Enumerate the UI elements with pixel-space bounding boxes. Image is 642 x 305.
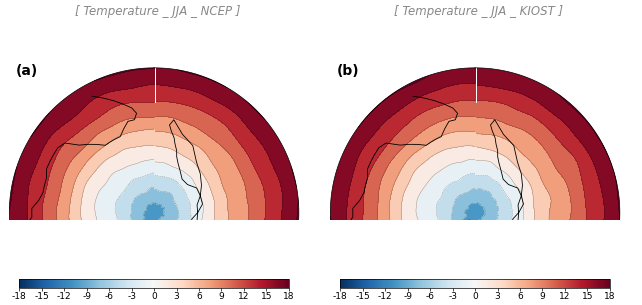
Text: (b): (b): [336, 64, 359, 78]
Text: [ Temperature _ JJA _ KIOST ]: [ Temperature _ JJA _ KIOST ]: [394, 5, 563, 18]
Text: (a): (a): [15, 64, 37, 78]
Text: [ Temperature _ JJA _ NCEP ]: [ Temperature _ JJA _ NCEP ]: [74, 5, 240, 18]
